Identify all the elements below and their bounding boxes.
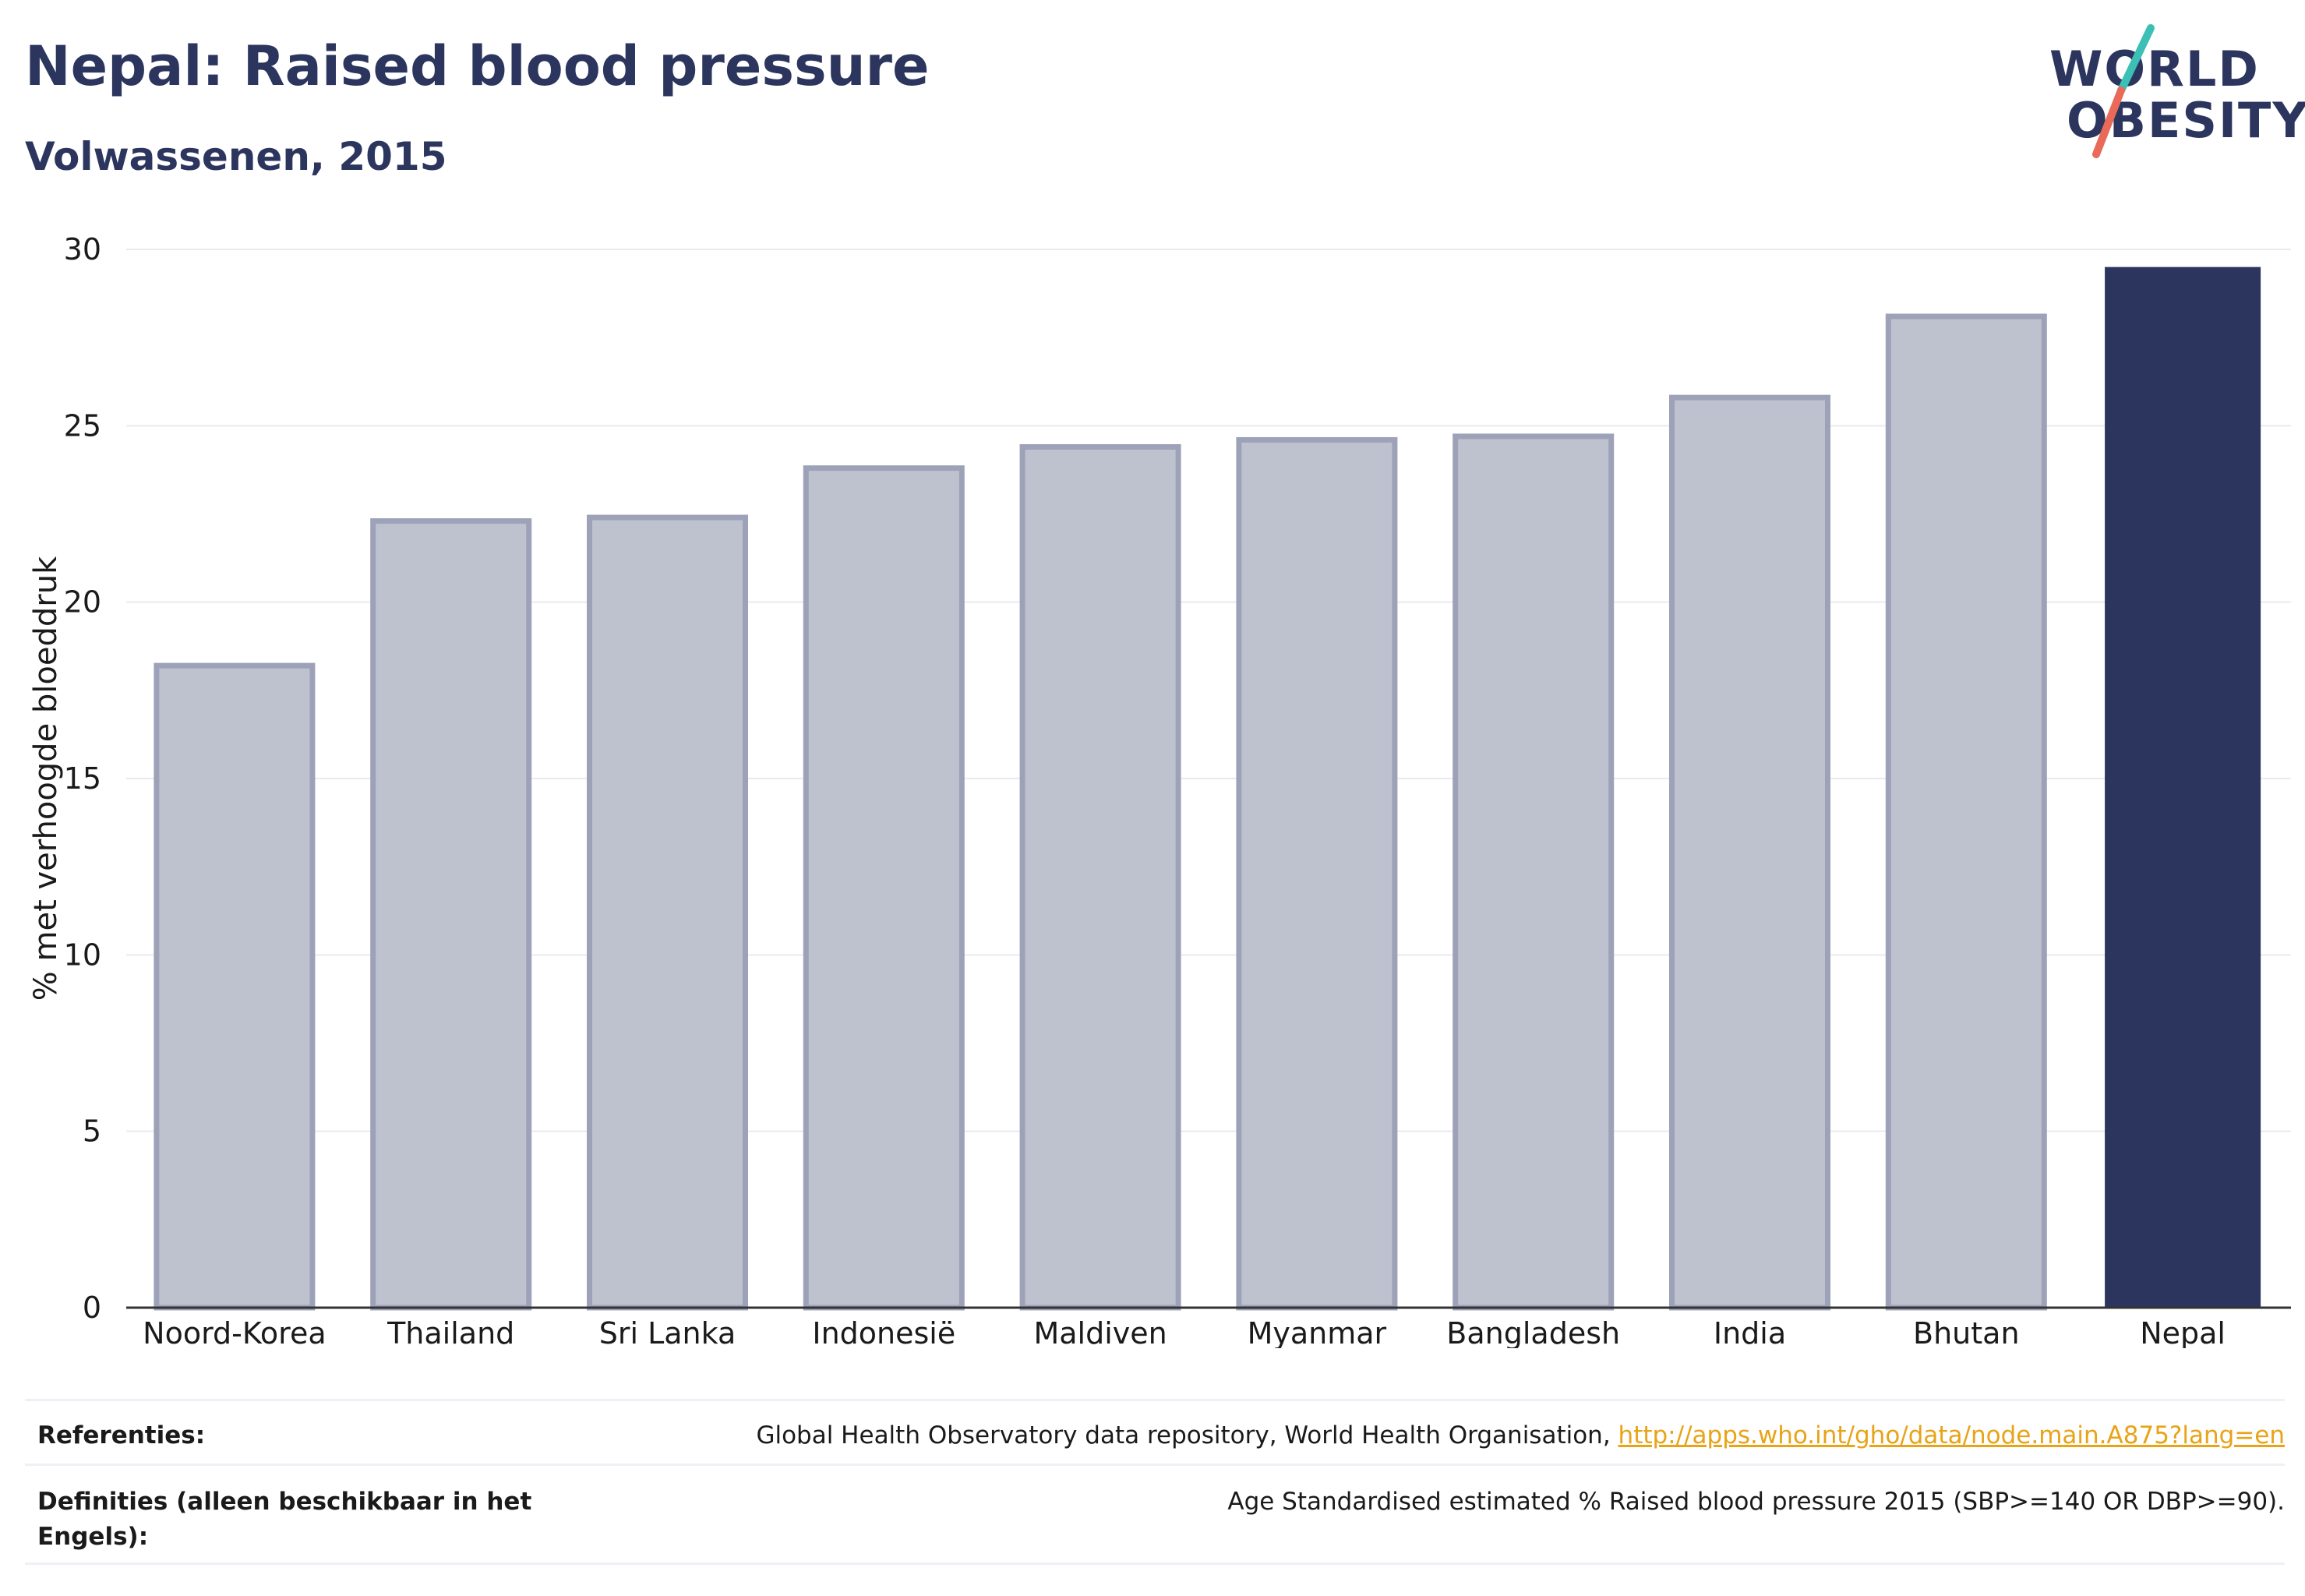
x-tick-label-thailand: Thailand — [387, 1316, 514, 1348]
y-tick-label-30: 30 — [64, 232, 101, 267]
bar-noord-korea — [154, 662, 316, 1311]
chart-subtitle: Volwassenen, 2015 — [25, 134, 447, 179]
references-link[interactable]: http://apps.who.int/gho/data/node.main.A… — [1618, 1421, 2285, 1449]
x-tick-label-nepal: Nepal — [2140, 1316, 2226, 1348]
footer-divider-top — [25, 1399, 2285, 1401]
bar-maldiven — [1019, 443, 1181, 1311]
bar-nepal — [2105, 267, 2261, 1308]
y-tick-label-10: 10 — [64, 937, 101, 972]
bar-bangladesh — [1453, 433, 1615, 1311]
definitions-row: Definities (alleen beschikbaar in het En… — [25, 1485, 2285, 1562]
references-row: Referenties: Global Health Observatory d… — [25, 1418, 2285, 1457]
references-value: Global Health Observatory data repositor… — [756, 1418, 2285, 1453]
bar-indonesi- — [803, 465, 965, 1311]
bar-thailand — [370, 518, 532, 1311]
world-obesity-logo: WORLD OBESITY — [2026, 23, 2305, 164]
x-tick-label-noord-korea: Noord-Korea — [143, 1316, 326, 1348]
chart-title: Nepal: Raised blood pressure — [25, 34, 930, 98]
x-tick-label-myanmar: Myanmar — [1248, 1316, 1387, 1348]
references-label: Referenties: — [37, 1421, 206, 1449]
y-tick-label-25: 25 — [64, 408, 101, 443]
footer-divider-bottom — [25, 1562, 2285, 1565]
y-axis-label: % met verhoogde bloeddruk — [28, 556, 64, 1001]
x-tick-label-sri-lanka: Sri Lanka — [599, 1316, 736, 1348]
logo-line-1: WORLD — [2049, 41, 2260, 97]
bar-sri-lanka — [586, 514, 749, 1311]
references-text: Global Health Observatory data repositor… — [756, 1421, 1618, 1449]
x-tick-label-maldiven: Maldiven — [1033, 1316, 1167, 1348]
y-tick-label-20: 20 — [64, 585, 101, 620]
bar-myanmar — [1236, 436, 1398, 1311]
definitions-value: Age Standardised estimated % Raised bloo… — [1227, 1488, 2285, 1516]
footer-divider-middle — [25, 1464, 2285, 1466]
definitions-label: Definities (alleen beschikbaar in het En… — [37, 1488, 532, 1551]
x-tick-label-indonesi-: Indonesië — [812, 1316, 955, 1348]
bar-india — [1668, 394, 1831, 1311]
y-tick-label-15: 15 — [64, 761, 101, 796]
x-tick-label-bangladesh: Bangladesh — [1446, 1316, 1620, 1348]
bar-bhutan — [1885, 313, 2047, 1311]
x-tick-label-bhutan: Bhutan — [1913, 1316, 2020, 1348]
bar-chart: 0 5 10 15 20 25 30 % met verhoogde bloeddruk Noo… — [28, 232, 2291, 1348]
x-tick-label-india: India — [1714, 1316, 1786, 1348]
logo-slash-icon — [2092, 24, 2155, 158]
y-tick-label-5: 5 — [83, 1114, 101, 1149]
y-tick-label-0: 0 — [83, 1291, 101, 1325]
